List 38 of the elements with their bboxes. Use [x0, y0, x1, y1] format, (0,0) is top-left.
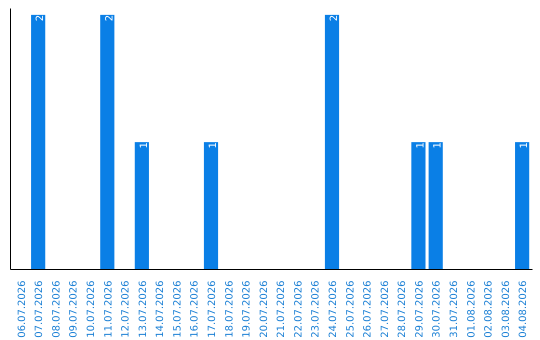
data-label: 2 [104, 14, 116, 22]
x-tick-label: 13.07.2026 [138, 280, 149, 338]
data-label: 2 [328, 14, 340, 22]
x-tick-label: 24.07.2026 [328, 280, 339, 338]
x-tick-label: 16.07.2026 [190, 280, 201, 338]
x-tick-label: 06.07.2026 [16, 280, 28, 338]
x-tick-label: 21.07.2026 [276, 280, 288, 338]
x-tick-label: 08.07.2026 [51, 280, 62, 338]
x-tick-label: 07.07.2026 [34, 280, 46, 338]
x-tick-label: 14.07.2026 [155, 280, 166, 338]
x-tick-label: 30.07.2026 [432, 280, 443, 338]
data-label: 2 [35, 14, 46, 22]
x-tick-label: 29.07.2026 [414, 280, 426, 338]
x-tick-label: 25.07.2026 [345, 280, 356, 338]
x-tick-label: 27.07.2026 [380, 280, 391, 338]
x-tick-label: 28.07.2026 [397, 280, 408, 338]
data-label: 1 [432, 142, 444, 149]
x-tick-label: 01.08.2026 [466, 280, 478, 338]
x-tick-label: 11.07.2026 [103, 280, 114, 338]
x-tick-label: 20.07.2026 [258, 280, 270, 338]
data-label: 1 [138, 142, 150, 149]
data-label: 1 [208, 142, 220, 149]
x-tick-label: 03.08.2026 [500, 280, 512, 338]
x-tick-label: 10.07.2026 [86, 280, 98, 338]
x-tick-label: 15.07.2026 [172, 280, 184, 338]
x-tick-label: 23.07.2026 [310, 280, 322, 338]
x-tick-label: 02.08.2026 [484, 280, 495, 338]
x-tick-label: 26.07.2026 [362, 280, 374, 338]
x-tick-label: 31.07.2026 [448, 280, 460, 338]
x-tick-label: 18.07.2026 [224, 280, 236, 338]
x-tick-label: 19.07.2026 [242, 280, 253, 338]
data-label: 1 [415, 142, 426, 149]
x-tick-label: 17.07.2026 [207, 280, 218, 338]
x-tick-label: 04.08.2026 [518, 280, 530, 338]
data-label: 1 [519, 142, 530, 149]
x-tick-label: 12.07.2026 [120, 280, 132, 338]
x-tick-label: 09.07.2026 [68, 280, 80, 338]
x-tick-label: 22.07.2026 [293, 280, 304, 338]
